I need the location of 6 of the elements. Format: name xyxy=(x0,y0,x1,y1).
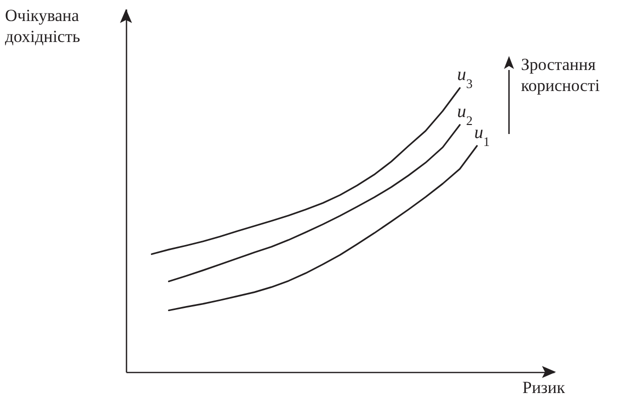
series-label: u$_{2}$ xyxy=(457,100,473,128)
series-label: u$_{1}$ xyxy=(474,122,490,148)
series-label: u$_{3}$ xyxy=(457,64,473,90)
x-axis-title: Ризик xyxy=(522,378,566,397)
y-axis-title: Очікувана дохідність xyxy=(5,6,80,46)
annotation: Зростання корисності xyxy=(521,55,600,95)
